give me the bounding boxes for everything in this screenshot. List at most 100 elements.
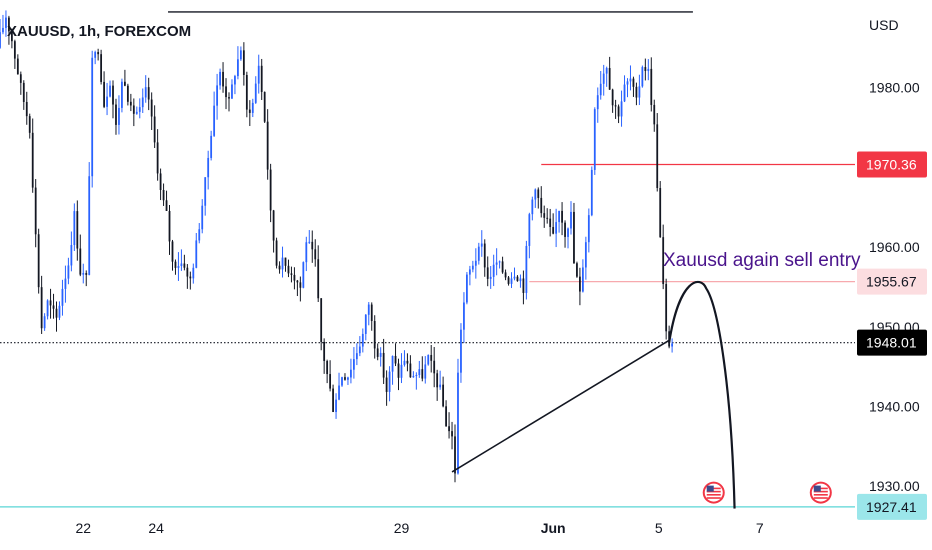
candle-body [552, 227, 555, 234]
candle-body [106, 96, 108, 107]
candle-body [498, 261, 501, 263]
candle-body [400, 364, 403, 378]
candle-body [460, 329, 462, 373]
candle-body [519, 278, 522, 282]
candle-body [358, 346, 361, 354]
candle-body [489, 276, 492, 279]
candle-body [433, 360, 436, 374]
x-tick-label: 29 [394, 520, 410, 536]
candle-body [144, 87, 147, 98]
candle-body [34, 187, 37, 235]
candle-body [281, 257, 284, 270]
candle-body [162, 189, 165, 201]
candle-body [626, 81, 629, 85]
candle-body [91, 57, 94, 177]
candle-body [671, 343, 674, 347]
candle-body [147, 87, 150, 100]
candle-body [492, 264, 495, 277]
us-flag-event-icon [809, 481, 832, 504]
candle-body [150, 99, 153, 117]
candle-body [284, 257, 287, 266]
candle-body [239, 50, 242, 60]
candle-body [189, 276, 192, 279]
candle-body [260, 65, 263, 92]
candle-body [85, 272, 88, 275]
candle-body [632, 78, 635, 87]
candle-body [561, 210, 563, 223]
candle-body [79, 248, 82, 275]
candle-body [2, 27, 4, 33]
candle-body [463, 302, 465, 330]
candle-body [19, 74, 22, 83]
candle-body [477, 246, 480, 261]
candle-body [135, 111, 138, 114]
candle-body [22, 82, 25, 102]
candle-body [52, 305, 55, 309]
candle-body [40, 287, 43, 329]
chart-title: XAUUSD, 1h, FOREXCOM [7, 23, 191, 40]
candle-body [599, 83, 602, 96]
candle-body [192, 267, 195, 279]
entry-line-badge [857, 268, 927, 295]
candle-body [174, 261, 177, 268]
candle-body [370, 304, 373, 322]
candle-body [278, 265, 281, 270]
candle-body [118, 107, 120, 125]
candle-body [112, 85, 114, 105]
x-tick-label: Jun [541, 520, 566, 536]
candle-body [439, 384, 442, 388]
candle-body [421, 369, 424, 379]
current-price-line-badge-label: 1948.01 [866, 335, 917, 351]
candle-body [305, 242, 308, 263]
candle-body [58, 305, 61, 318]
candle-body [317, 259, 320, 299]
candle-body [388, 371, 391, 392]
candle-body [153, 116, 156, 143]
candle-body [537, 189, 540, 198]
x-tick-label: 7 [756, 520, 764, 536]
candle-body [293, 274, 296, 281]
candle-body [275, 240, 278, 266]
candle-body [415, 375, 418, 377]
candle-body [611, 89, 614, 106]
candle-body [121, 81, 123, 108]
candle-body [540, 197, 543, 214]
candle-body [614, 105, 617, 107]
candle-body [403, 360, 406, 365]
target-line-badge-label: 1927.41 [866, 499, 917, 515]
candle-body [269, 169, 272, 211]
candle-body [379, 352, 382, 357]
candle-body [344, 377, 346, 380]
candle-body [558, 210, 560, 223]
candle-body [573, 211, 575, 264]
candle-body [263, 91, 266, 122]
candle-body [195, 240, 198, 268]
candle-body [525, 245, 528, 293]
candle-body [385, 377, 388, 392]
candle-body [510, 278, 513, 284]
projection-curve [668, 280, 736, 509]
candle-body [528, 214, 531, 246]
candle-body [647, 68, 650, 71]
price-level-lines [0, 163, 855, 508]
candle-body [126, 85, 129, 102]
us-flag-event-icon [702, 481, 725, 504]
candle-body [49, 300, 52, 306]
candle-body [37, 234, 40, 288]
candle-body [254, 83, 257, 103]
candle-body [629, 78, 632, 82]
candle-body [237, 59, 239, 77]
candle-body [546, 217, 549, 219]
candle-body [46, 300, 49, 317]
candle-body [338, 385, 340, 400]
candle-body [581, 267, 584, 292]
candle-body [587, 215, 590, 243]
candle-body [216, 85, 218, 106]
candle-body [394, 355, 397, 364]
candle-body [290, 273, 293, 275]
candle-body [8, 17, 10, 32]
target-line-badge [857, 493, 927, 520]
candle-body [567, 228, 569, 237]
candle-body [355, 353, 358, 360]
